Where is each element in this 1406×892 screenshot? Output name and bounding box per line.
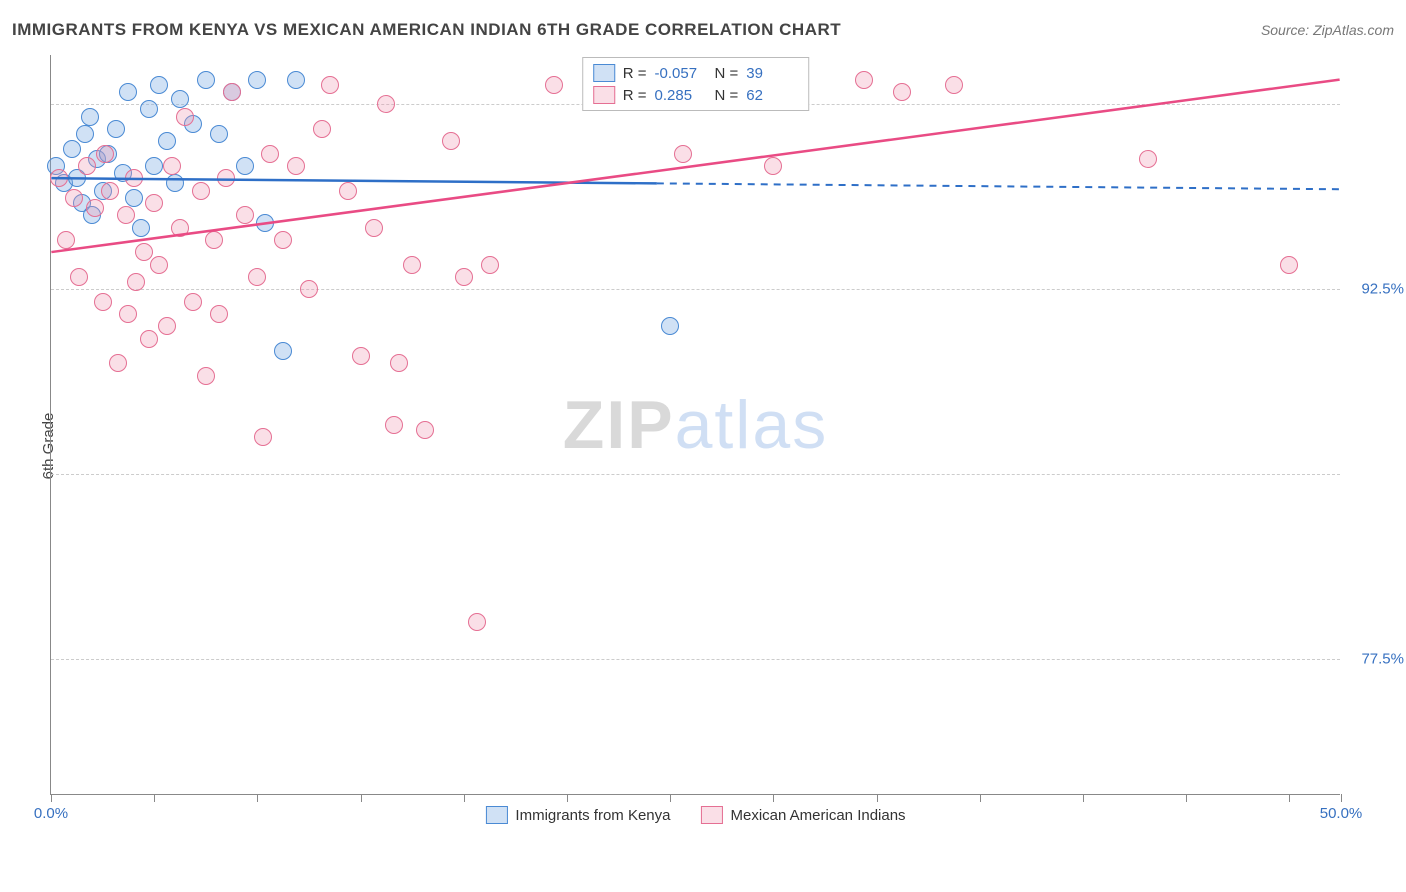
x-tick: [1186, 794, 1187, 802]
x-tick: [154, 794, 155, 802]
n-label: N =: [715, 65, 739, 82]
legend-swatch-mexican: [700, 806, 722, 824]
x-tick: [877, 794, 878, 802]
r-value-mexican: 0.285: [655, 87, 707, 104]
x-tick: [1341, 794, 1342, 802]
n-value-mexican: 62: [746, 87, 798, 104]
legend-swatch-mexican: [593, 86, 615, 104]
x-tick: [257, 794, 258, 802]
legend-item-mexican: Mexican American Indians: [700, 806, 905, 824]
chart-title: IMMIGRANTS FROM KENYA VS MEXICAN AMERICA…: [12, 20, 841, 40]
legend-item-kenya: Immigrants from Kenya: [485, 806, 670, 824]
x-tick: [1289, 794, 1290, 802]
legend-stats-row: R = -0.057 N = 39: [593, 62, 799, 84]
title-bar: IMMIGRANTS FROM KENYA VS MEXICAN AMERICA…: [12, 20, 1394, 40]
n-value-kenya: 39: [746, 65, 798, 82]
x-tick-label: 0.0%: [34, 805, 68, 822]
x-tick: [980, 794, 981, 802]
x-tick: [1083, 794, 1084, 802]
trendline-kenya-extrapolated: [657, 183, 1340, 189]
plot-area: ZIPatlas R = -0.057 N = 39 R = 0.285 N =…: [50, 55, 1340, 795]
legend-stats-row: R = 0.285 N = 62: [593, 84, 799, 106]
x-tick: [464, 794, 465, 802]
r-value-kenya: -0.057: [655, 65, 707, 82]
x-tick: [670, 794, 671, 802]
source-label: Source: ZipAtlas.com: [1261, 22, 1394, 38]
x-tick: [567, 794, 568, 802]
x-tick: [51, 794, 52, 802]
y-tick-label: 77.5%: [1361, 651, 1404, 668]
x-tick: [773, 794, 774, 802]
r-label: R =: [623, 65, 647, 82]
r-label: R =: [623, 87, 647, 104]
legend-swatch-kenya: [485, 806, 507, 824]
x-tick-label: 50.0%: [1320, 805, 1363, 822]
legend-label-mexican: Mexican American Indians: [730, 807, 905, 824]
x-tick: [361, 794, 362, 802]
n-label: N =: [715, 87, 739, 104]
legend-label-kenya: Immigrants from Kenya: [515, 807, 670, 824]
legend-swatch-kenya: [593, 64, 615, 82]
legend-series: Immigrants from Kenya Mexican American I…: [485, 806, 905, 824]
legend-stats: R = -0.057 N = 39 R = 0.285 N = 62: [582, 57, 810, 111]
trend-lines: [51, 55, 1340, 794]
y-tick-label: 92.5%: [1361, 281, 1404, 298]
